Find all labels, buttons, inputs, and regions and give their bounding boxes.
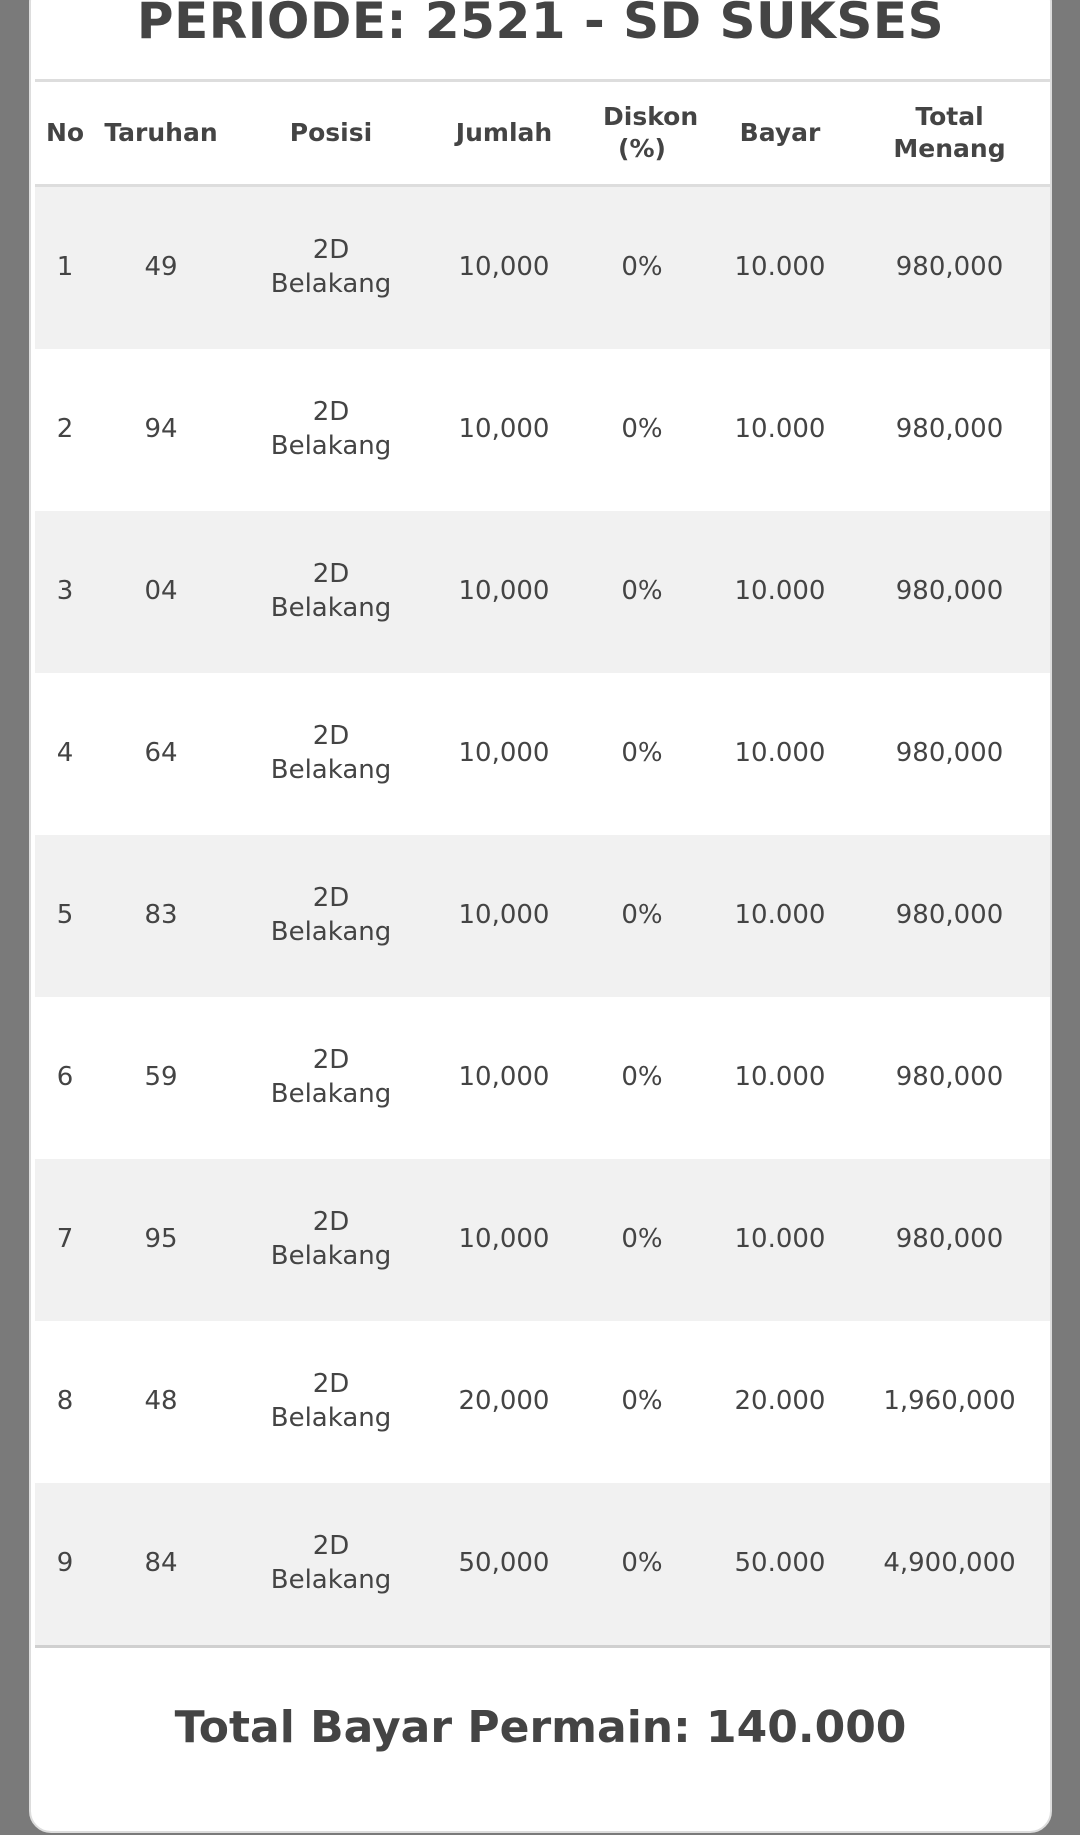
cell-taruhan: 95: [144, 1224, 178, 1255]
cell-total: 1,960,000: [883, 1386, 1016, 1417]
cell-no: 8: [56, 1386, 74, 1417]
cell-total: 980,000: [895, 414, 1004, 445]
cell-diskon: 0%: [621, 1386, 663, 1417]
cell-posisi: 2D Belakang: [270, 397, 392, 461]
header-col-taruhan: Taruhan: [95, 79, 227, 187]
cell-jumlah: 10,000: [458, 1062, 550, 1093]
table-row: 5 83 2D Belakang 10,000 0% 10.000 980,000: [35, 835, 1050, 997]
header-col-total-menang: Total Menang: [849, 79, 1050, 187]
cell-posisi: 2D Belakang: [270, 721, 392, 785]
table-row: 3 04 2D Belakang 10,000 0% 10.000 980,000: [35, 511, 1050, 673]
cell-total: 980,000: [895, 576, 1004, 607]
table-row: 2 94 2D Belakang 10,000 0% 10.000 980,000: [35, 349, 1050, 511]
cell-diskon: 0%: [621, 252, 663, 283]
cell-posisi: 2D Belakang: [270, 883, 392, 947]
cell-diskon: 0%: [621, 414, 663, 445]
cell-no: 7: [56, 1224, 74, 1255]
cell-jumlah: 10,000: [458, 576, 550, 607]
cell-no: 9: [35, 1483, 95, 1648]
table-row: 7 95 2D Belakang 10,000 0% 10.000 980,000: [35, 1159, 1050, 1321]
cell-taruhan: 83: [144, 900, 178, 931]
cell-taruhan: 48: [144, 1386, 178, 1417]
cell-total: 980,000: [895, 900, 1004, 931]
cell-diskon: 0%: [621, 900, 663, 931]
cell-taruhan: 49: [144, 252, 178, 283]
cell-taruhan: 84: [95, 1483, 227, 1648]
cell-bayar: 10.000: [734, 738, 826, 769]
cell-no: 5: [56, 900, 74, 931]
cell-jumlah: 20,000: [458, 1386, 550, 1417]
cell-bayar: 10.000: [734, 576, 826, 607]
cell-jumlah: 10,000: [458, 414, 550, 445]
cell-bayar: 10.000: [734, 900, 826, 931]
cell-posisi: 2D Belakang: [270, 559, 392, 623]
header-col-jumlah: Jumlah: [435, 79, 573, 187]
cell-no: 1: [56, 252, 74, 283]
table-row: 9 84 2D Belakang 50,000 0% 50.000 4,900,000: [35, 1483, 1050, 1648]
cell-bayar: 20.000: [734, 1386, 826, 1417]
table-row: 1 49 2D Belakang 10,000 0% 10.000 980,000: [35, 185, 1050, 349]
header-col-bayar: Bayar: [711, 79, 849, 187]
cell-total: 980,000: [895, 252, 1004, 283]
cell-bayar: 10.000: [734, 414, 826, 445]
cell-taruhan: 04: [144, 576, 178, 607]
cell-bayar: 10.000: [734, 252, 826, 283]
cell-diskon: 0%: [621, 738, 663, 769]
cell-taruhan: 64: [144, 738, 178, 769]
cell-no: 6: [56, 1062, 74, 1093]
cell-total: 980,000: [895, 738, 1004, 769]
cell-diskon: 0%: [621, 576, 663, 607]
cell-jumlah: 10,000: [458, 1224, 550, 1255]
bets-table: No Taruhan Posisi Jumlah Diskon (%) Bayar Tota…: [35, 79, 1050, 1648]
cell-total: 980,000: [895, 1224, 1004, 1255]
cell-taruhan: 59: [144, 1062, 178, 1093]
cell-bayar: 10.000: [734, 1062, 826, 1093]
cell-posisi: 2D Belakang: [227, 1483, 435, 1648]
table-row: 4 64 2D Belakang 10,000 0% 10.000 980,000: [35, 673, 1050, 835]
cell-posisi: 2D Belakang: [270, 235, 392, 299]
total-paid: Total Bayar Permain: 140.000: [174, 1702, 907, 1753]
cell-posisi: 2D Belakang: [270, 1207, 392, 1271]
cell-total: 980,000: [895, 1062, 1004, 1093]
cell-diskon: 0%: [621, 1062, 663, 1093]
table-header: No Taruhan Posisi Jumlah Diskon (%) Bayar Tota…: [35, 79, 1050, 187]
cell-bayar: 10.000: [734, 1224, 826, 1255]
cell-diskon: 0%: [621, 1224, 663, 1255]
bet-detail-modal: PERIODE: 2521 - SD SUKSES No Taruhan Posis…: [29, 0, 1052, 1833]
table-row: 6 59 2D Belakang 10,000 0% 10.000 980,000: [35, 997, 1050, 1159]
cell-no: 2: [56, 414, 74, 445]
cell-total: 4,900,000: [849, 1483, 1050, 1648]
cell-jumlah: 50,000: [435, 1483, 573, 1648]
cell-no: 3: [56, 576, 74, 607]
cell-bayar: 50.000: [711, 1483, 849, 1648]
header-col-diskon: Diskon (%): [573, 79, 711, 187]
cell-taruhan: 94: [144, 414, 178, 445]
cell-jumlah: 10,000: [458, 900, 550, 931]
table-row: 8 48 2D Belakang 20,000 0% 20.000 1,960,000: [35, 1321, 1050, 1483]
cell-diskon: 0%: [573, 1483, 711, 1648]
header-col-posisi: Posisi: [227, 79, 435, 187]
cell-no: 4: [56, 738, 74, 769]
cell-jumlah: 10,000: [458, 252, 550, 283]
header-col-no: No: [35, 79, 95, 187]
cell-posisi: 2D Belakang: [270, 1045, 392, 1109]
period-title: PERIODE: 2521 - SD SUKSES: [136, 0, 945, 50]
cell-posisi: 2D Belakang: [270, 1369, 392, 1433]
cell-jumlah: 10,000: [458, 738, 550, 769]
